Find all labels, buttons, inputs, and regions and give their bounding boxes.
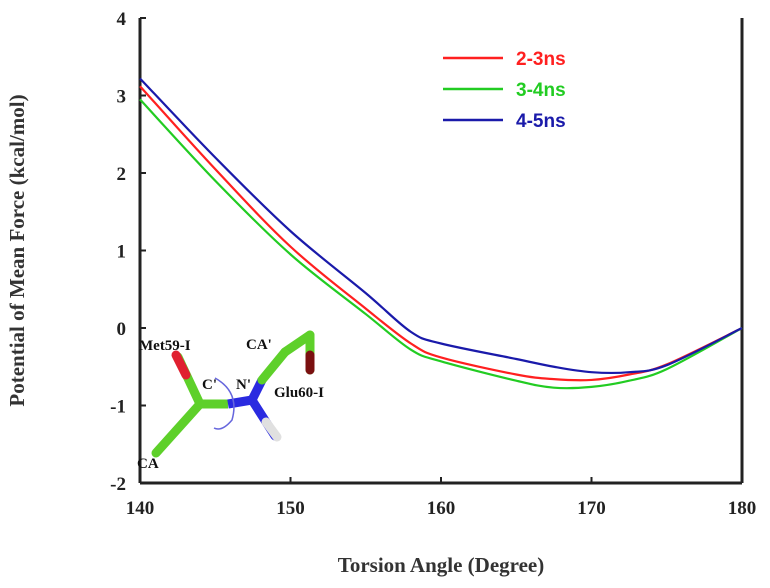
- y-tick-label: 3: [117, 87, 127, 108]
- y-tick-label: -2: [110, 474, 126, 495]
- series-line-2-3ns: [139, 85, 743, 382]
- label-glu60: Glu60-I: [274, 385, 324, 401]
- legend-label: 4-5ns: [516, 111, 566, 132]
- x-tick-label: 180: [728, 498, 757, 519]
- label-ca2: CA': [246, 337, 272, 353]
- x-tick-label: 170: [577, 498, 606, 519]
- legend: 2-3ns 3-4ns 4-5ns: [443, 49, 566, 132]
- label-c: C': [202, 377, 217, 393]
- bond-h: [261, 417, 282, 442]
- y-tick-label: 2: [117, 164, 127, 185]
- bond-o: [171, 350, 191, 380]
- y-tick-label: 1: [117, 242, 127, 263]
- y-tick-label: 0: [117, 319, 127, 340]
- label-ca: CA: [137, 456, 159, 472]
- y-axis-label: Potential of Mean Force (kcal/mol): [5, 94, 29, 406]
- x-axis-label: Torsion Angle (Degree): [338, 553, 544, 577]
- legend-label: 3-4ns: [516, 80, 566, 101]
- x-tick-label: 140: [126, 498, 155, 519]
- legend-label: 2-3ns: [516, 49, 566, 70]
- series-line-4-5ns: [139, 77, 743, 375]
- molecule-inset: Met59-I CA C' N' Glu60-I CA': [137, 330, 324, 472]
- series-lines: [139, 77, 743, 390]
- series-line-3-4ns: [139, 98, 743, 390]
- x-tick-label: 150: [276, 498, 305, 519]
- x-tick-label: 160: [427, 498, 456, 519]
- y-tick-label: 4: [117, 9, 127, 30]
- bond-ca-c: [151, 399, 205, 458]
- label-n: N': [236, 377, 251, 393]
- label-met59: Met59-I: [139, 338, 191, 354]
- axes: 140 150 160 170 180 -2 -1 0 1 2 3 4 Torsion Angle (D…: [5, 9, 756, 577]
- y-tick-label: -1: [110, 397, 126, 418]
- bond-ca2: [257, 347, 290, 385]
- rotation-arrow-icon: [213, 377, 235, 430]
